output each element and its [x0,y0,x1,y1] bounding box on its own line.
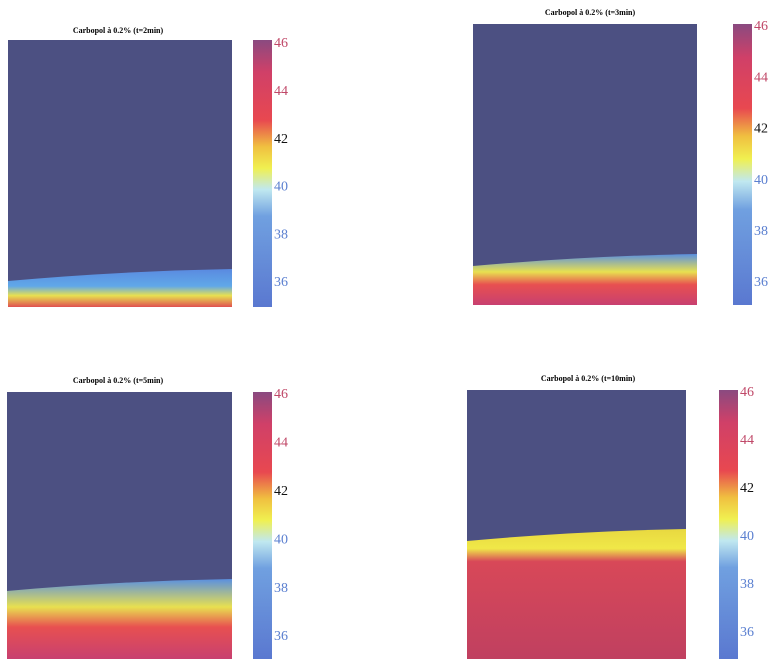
colorbar-tick-label: 44 [274,436,288,451]
heated-region [473,254,697,305]
heated-region [8,269,232,307]
panel-title: Carbopol à 0.2% (t=3min) [545,8,636,17]
colorbar-tick-label: 42 [274,484,288,499]
colorbar-tick-label: 36 [754,275,768,290]
colorbar-tick-label: 46 [274,36,288,51]
colorbar-tick-label: 42 [740,481,754,496]
colorbar-tick-label: 36 [274,275,288,290]
colorbar-tick-label: 46 [754,19,768,34]
colorbar-tick-label: 46 [274,387,288,402]
panel-title: Carbopol à 0.2% (t=5min) [73,376,164,385]
colorbar [733,24,752,305]
colorbar-tick-label: 40 [274,180,288,195]
colorbar [253,392,272,659]
panel-title: Carbopol à 0.2% (t=2min) [73,26,164,35]
colorbar-tick-label: 38 [274,581,288,596]
thermal-image [8,40,232,307]
colorbar-tick-label: 42 [274,132,288,147]
colorbar-tick-label: 44 [274,84,288,99]
colorbar-tick-label: 38 [754,224,768,239]
colorbar-tick-label: 40 [274,532,288,547]
colorbar-tick-label: 44 [754,70,768,85]
colorbar-tick-label: 42 [754,122,768,137]
panel-title: Carbopol à 0.2% (t=10min) [541,374,636,383]
colorbar-tick-label: 38 [740,577,754,592]
colorbar-tick-label: 36 [740,625,754,640]
colorbar [253,40,272,307]
heated-region [467,529,686,659]
colorbar-tick-label: 36 [274,629,288,644]
colorbar-tick-label: 46 [740,385,754,400]
colorbar [719,390,738,659]
colorbar-tick-label: 38 [274,227,288,242]
colorbar-tick-label: 40 [740,529,754,544]
colorbar-tick-label: 44 [740,433,754,448]
colorbar-tick-label: 40 [754,173,768,188]
heated-region [7,579,232,659]
